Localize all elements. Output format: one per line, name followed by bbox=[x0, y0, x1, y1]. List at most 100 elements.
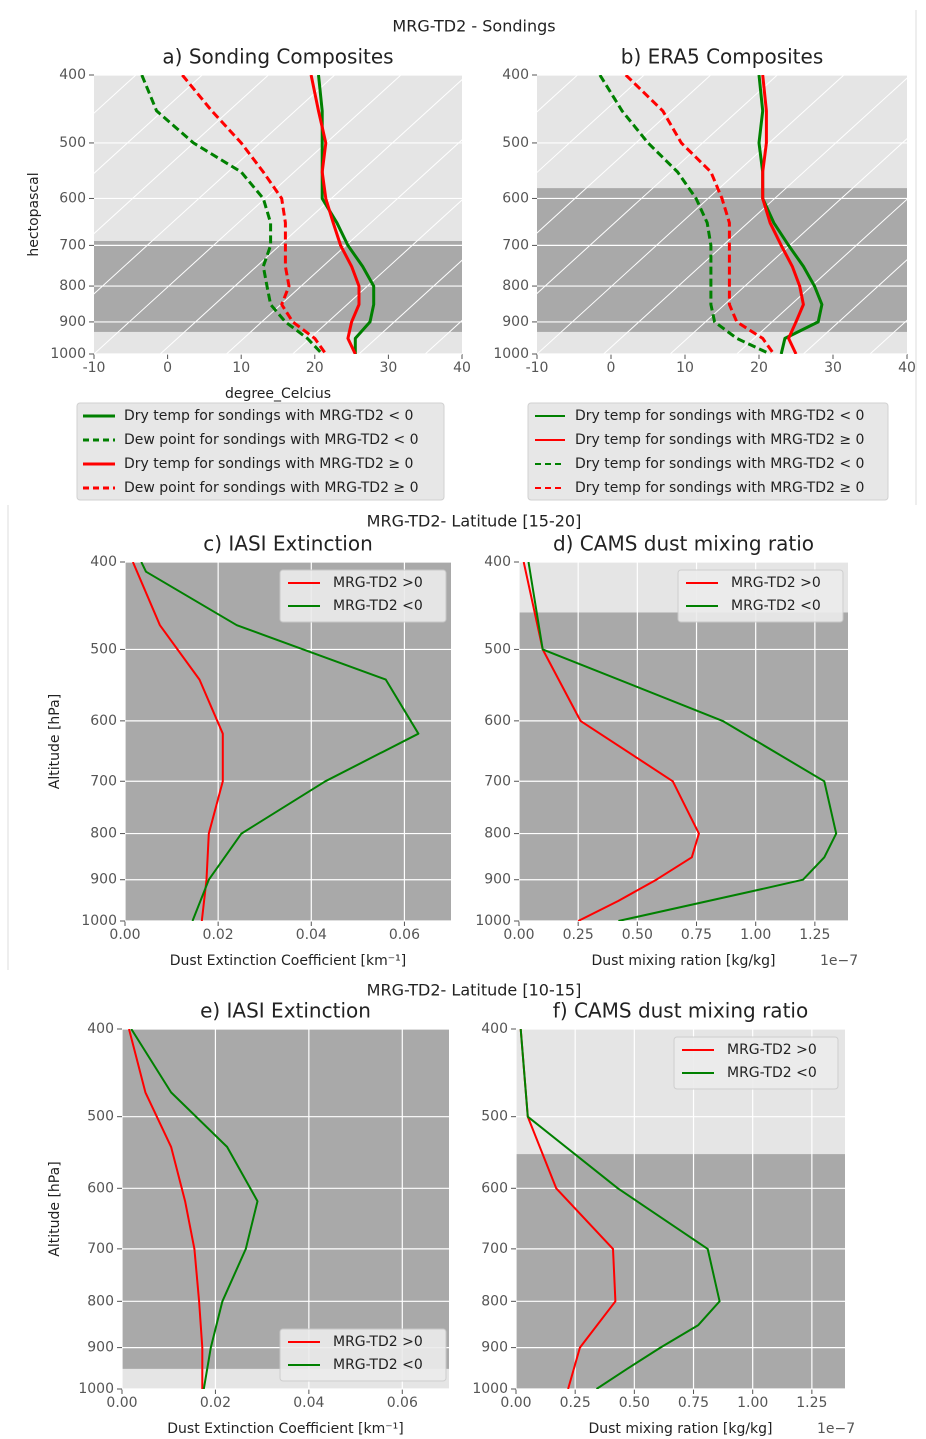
chart-title: d) CAMS dust mixing ratio bbox=[553, 532, 814, 556]
panel: 0.00 0.25 0.50 0.75 1.00 1.25 400 500 600 700 800 9… bbox=[472, 999, 855, 1438]
x-tick-label: 0.25 bbox=[560, 1395, 591, 1411]
shaded-range bbox=[537, 188, 907, 332]
legend-label: MRG-TD2 >0 bbox=[333, 1334, 423, 1350]
y-tick-label: 700 bbox=[484, 773, 511, 789]
data-line bbox=[761, 75, 805, 354]
y-tick-label: 700 bbox=[502, 237, 529, 253]
data-line bbox=[140, 75, 324, 354]
data-line bbox=[140, 562, 420, 921]
y-tick-label: 600 bbox=[502, 190, 529, 206]
y-tick-label: 900 bbox=[59, 314, 86, 330]
y-tick-label: 900 bbox=[502, 314, 529, 330]
x-tick-label: 0.04 bbox=[293, 1395, 324, 1411]
x-tick-label: 10 bbox=[676, 360, 694, 376]
x-tick-label: 40 bbox=[898, 360, 916, 376]
y-tick-label: 900 bbox=[87, 1340, 114, 1356]
x-tick-label: 0.75 bbox=[678, 1395, 709, 1411]
y-tick-label: 800 bbox=[484, 826, 511, 842]
legend: Dry temp for sondings with MRG-TD2 < 0 Dr… bbox=[527, 402, 889, 501]
y-tick-label: 400 bbox=[481, 1021, 508, 1037]
y-tick-label: 800 bbox=[502, 278, 529, 294]
isotherm bbox=[537, 75, 845, 354]
y-axis-label: Altitude [hPa] bbox=[47, 694, 63, 789]
isotherm bbox=[292, 199, 462, 354]
y-tick-label: 900 bbox=[90, 872, 117, 888]
shaded-range bbox=[122, 1029, 449, 1369]
x-tick-label: 1.00 bbox=[737, 1395, 768, 1411]
legend-label: Dry temp for sondings with MRG-TD2 < 0 bbox=[575, 408, 864, 424]
data-line bbox=[131, 562, 224, 921]
x-axis-label: Dust Extinction Coefficient [km⁻¹] bbox=[167, 1421, 403, 1437]
data-line bbox=[309, 75, 361, 354]
panel: 0.00 0.02 0.04 0.06 400 500 600 700 800 900 1000 e)… bbox=[47, 999, 449, 1437]
x-axis-label: Dust mixing ration [kg/kg] bbox=[591, 953, 775, 969]
isotherm bbox=[537, 75, 645, 174]
shaded-range bbox=[519, 612, 848, 921]
data-line bbox=[522, 562, 700, 921]
y-tick-label: 400 bbox=[59, 67, 86, 83]
x-axis-label: Dust mixing ration [kg/kg] bbox=[588, 1421, 772, 1437]
y-tick-label: 400 bbox=[502, 67, 529, 83]
panel: -10 0 10 20 30 40 400 500 600 700 800 900 1000 a) Son… bbox=[26, 45, 471, 501]
legend-label: MRG-TD2 >0 bbox=[727, 1042, 817, 1058]
x-tick-label: -10 bbox=[526, 360, 549, 376]
data-line bbox=[181, 75, 328, 354]
y-tick-label: 700 bbox=[90, 773, 117, 789]
chart-title: a) Sonding Composites bbox=[162, 45, 393, 69]
y-tick-label: 600 bbox=[87, 1180, 114, 1196]
shaded-range bbox=[516, 1154, 845, 1389]
data-line bbox=[519, 1029, 721, 1389]
y-tick-label: 1000 bbox=[475, 913, 511, 929]
x-tick-label: 30 bbox=[824, 360, 842, 376]
y-tick-label: 700 bbox=[59, 237, 86, 253]
x-tick-label: 0.00 bbox=[500, 1395, 531, 1411]
legend-label: Dry temp for sondings with MRG-TD2 < 0 bbox=[575, 456, 864, 472]
legend-label: MRG-TD2 <0 bbox=[731, 598, 821, 614]
y-axis-label: Altitude [hPa] bbox=[47, 1161, 63, 1256]
panel: 0.00 0.02 0.04 0.06 400 500 600 700 800 900 1000 c)… bbox=[47, 532, 451, 969]
y-tick-label: 900 bbox=[481, 1340, 508, 1356]
chart-title: e) IASI Extinction bbox=[200, 999, 371, 1023]
isotherm bbox=[736, 198, 907, 354]
y-tick-label: 1000 bbox=[472, 1381, 508, 1397]
suptitle: MRG-TD2 - Sondings bbox=[392, 17, 555, 36]
y-tick-label: 500 bbox=[90, 641, 117, 657]
y-tick-label: 700 bbox=[87, 1241, 114, 1257]
y-tick-label: 1000 bbox=[81, 913, 117, 929]
y-tick-label: 900 bbox=[484, 872, 511, 888]
x-tick-label: 0.02 bbox=[200, 1395, 231, 1411]
x-tick-label: 30 bbox=[379, 360, 397, 376]
isotherm bbox=[94, 75, 269, 235]
data-line bbox=[624, 75, 776, 354]
x-axis-label: Dust Extinction Coefficient [km⁻¹] bbox=[170, 953, 406, 969]
y-tick-label: 800 bbox=[87, 1293, 114, 1309]
x-tick-label: 1.25 bbox=[799, 927, 830, 943]
y-tick-label: 1000 bbox=[493, 346, 529, 362]
y-tick-label: 500 bbox=[502, 135, 529, 151]
suptitle: MRG-TD2- Latitude [10-15] bbox=[367, 981, 582, 1000]
isotherm bbox=[94, 75, 402, 354]
isotherm bbox=[159, 78, 462, 354]
isotherm bbox=[94, 75, 203, 175]
y-tick-label: 600 bbox=[481, 1180, 508, 1196]
legend: MRG-TD2 >0 MRG-TD2 <0 bbox=[279, 1328, 447, 1382]
x-tick-label: 40 bbox=[453, 360, 471, 376]
legend-label: MRG-TD2 <0 bbox=[333, 1357, 423, 1373]
legend-label: Dry temp for sondings with MRG-TD2 ≥ 0 bbox=[575, 480, 864, 496]
x-offset-label: 1e−7 bbox=[817, 1421, 855, 1437]
data-line bbox=[527, 562, 838, 921]
chart-title: c) IASI Extinction bbox=[203, 532, 373, 556]
suptitle: MRG-TD2- Latitude [15-20] bbox=[367, 512, 582, 531]
data-line bbox=[757, 75, 824, 354]
legend-box bbox=[527, 402, 889, 501]
isotherm bbox=[226, 139, 462, 354]
y-tick-label: 500 bbox=[481, 1109, 508, 1125]
panel: -10 0 10 20 30 40 400 500 600 700 800 900 1000 b) ERA… bbox=[493, 45, 916, 501]
y-tick-label: 800 bbox=[90, 826, 117, 842]
x-tick-label: 1.25 bbox=[796, 1395, 827, 1411]
data-line bbox=[598, 75, 771, 354]
x-axis-label: degree_Celcius bbox=[225, 386, 331, 402]
data-line bbox=[130, 1029, 259, 1389]
legend-box bbox=[279, 569, 447, 623]
legend: Dry temp for sondings with MRG-TD2 < 0 De… bbox=[76, 402, 445, 501]
